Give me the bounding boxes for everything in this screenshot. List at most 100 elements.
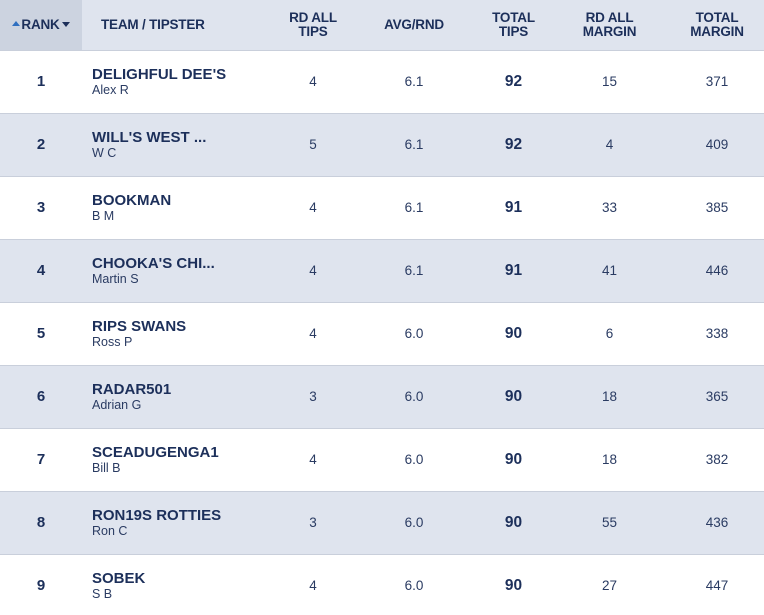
rank-column-header[interactable]: RANK: [0, 0, 82, 50]
rd-all-tips-header-line1: RD ALL: [289, 9, 337, 25]
avg-rnd-cell: 6.0: [404, 515, 424, 530]
total-tips-cell: 92: [504, 135, 523, 153]
rank-cell: 5: [36, 325, 46, 342]
team-name-link[interactable]: RIPS SWANS: [92, 317, 187, 335]
rd-all-margin-cell: 41: [601, 263, 618, 278]
rd-all-margin-cell: 27: [601, 578, 618, 594]
total-margin-cell: 409: [705, 137, 729, 152]
rd-all-margin-header-line2: MARGIN: [582, 23, 637, 39]
rank-header-label: RANK: [21, 16, 60, 32]
total-margin-column-header[interactable]: TOTAL MARGIN: [670, 0, 764, 50]
total-margin-cell: 446: [705, 263, 729, 278]
team-cell: RON19S ROTTIES Ron C: [82, 491, 276, 554]
table-row[interactable]: 7 SCEADUGENGA1 Bill B 4 6.0 90 18 382: [0, 428, 764, 491]
rd-all-tips-column-header[interactable]: RD ALL TIPS: [276, 0, 350, 50]
rank-cell: 9: [36, 577, 46, 595]
rank-cell: 6: [36, 388, 46, 405]
rd-all-tips-cell: 4: [309, 326, 317, 341]
rd-all-tips-cell: 3: [309, 515, 317, 530]
tipster-name: Bill B: [92, 460, 121, 475]
rd-all-margin-cell: 55: [601, 515, 618, 530]
rank-cell: 4: [36, 262, 46, 279]
total-tips-cell: 90: [504, 576, 523, 594]
total-tips-cell: 91: [504, 198, 523, 216]
avg-rnd-cell: 6.1: [404, 263, 424, 278]
team-name-link[interactable]: SOBEK: [92, 569, 146, 587]
tipster-name: S B: [92, 586, 113, 601]
rank-cell: 8: [36, 514, 46, 531]
avg-rnd-cell: 6.0: [404, 578, 424, 594]
team-name-link[interactable]: RADAR501: [92, 380, 172, 398]
avg-rnd-cell: 6.1: [404, 74, 424, 89]
total-tips-column-header[interactable]: TOTAL TIPS: [478, 0, 549, 50]
team-name-link[interactable]: SCEADUGENGA1: [92, 443, 219, 461]
team-name-link[interactable]: BOOKMAN: [92, 191, 172, 209]
total-margin-cell: 365: [705, 389, 729, 404]
rd-all-margin-column-header[interactable]: RD ALL MARGIN: [549, 0, 670, 50]
sort-ascending-icon: [12, 20, 21, 26]
rd-all-tips-cell: 5: [309, 137, 317, 152]
table-row[interactable]: 2 WILL'S WEST ... W C 5 6.1 92 4 409: [0, 113, 764, 176]
table-row[interactable]: 4 CHOOKA'S CHI... Martin S 4 6.1 91 41 44…: [0, 239, 764, 302]
tipster-name: Ross P: [92, 334, 133, 349]
rank-cell: 1: [36, 73, 46, 90]
tipster-name: W C: [92, 145, 117, 160]
rd-all-tips-cell: 3: [309, 389, 317, 404]
total-tips-cell: 92: [504, 72, 523, 90]
tipster-name: B M: [92, 208, 115, 223]
team-cell: WILL'S WEST ... W C: [82, 113, 276, 176]
table-row[interactable]: 5 RIPS SWANS Ross P 4 6.0 90 6 338: [0, 302, 764, 365]
total-tips-cell: 90: [504, 324, 523, 342]
rd-all-margin-cell: 33: [601, 200, 618, 215]
rd-all-tips-cell: 4: [309, 200, 317, 215]
team-name-link[interactable]: WILL'S WEST ...: [92, 128, 207, 146]
avg-rnd-cell: 6.0: [404, 452, 424, 467]
table-row[interactable]: 6 RADAR501 Adrian G 3 6.0 90 18 365: [0, 365, 764, 428]
table-row[interactable]: 3 BOOKMAN B M 4 6.1 91 33 385: [0, 176, 764, 239]
team-column-header[interactable]: TEAM / TIPSTER: [82, 0, 276, 50]
dropdown-caret-icon: [61, 21, 70, 27]
rank-cell: 2: [36, 136, 46, 153]
total-margin-cell: 338: [705, 326, 729, 341]
rd-all-margin-cell: 18: [601, 389, 618, 404]
total-tips-cell: 90: [504, 450, 523, 468]
total-margin-header-line1: TOTAL: [695, 9, 739, 25]
team-cell: BOOKMAN B M: [82, 176, 276, 239]
rd-all-margin-header-line1: RD ALL: [585, 9, 634, 25]
avg-rnd-column-header[interactable]: AVG/RND: [350, 0, 478, 50]
rd-all-margin-cell: 6: [605, 326, 614, 341]
team-cell: CHOOKA'S CHI... Martin S: [82, 239, 276, 302]
team-name-link[interactable]: CHOOKA'S CHI...: [92, 254, 215, 272]
total-tips-cell: 90: [504, 387, 523, 405]
team-header-label: TEAM / TIPSTER: [101, 16, 205, 32]
rank-cell: 7: [36, 451, 46, 468]
team-name-link[interactable]: DELIGHFUL DEE'S: [92, 65, 227, 83]
table-row[interactable]: 8 RON19S ROTTIES Ron C 3 6.0 90 55 436: [0, 491, 764, 554]
tipster-name: Ron C: [92, 523, 128, 538]
total-tips-cell: 90: [504, 513, 523, 531]
team-cell: RIPS SWANS Ross P: [82, 302, 276, 365]
total-margin-cell: 385: [705, 200, 729, 215]
total-margin-cell: 436: [705, 515, 729, 530]
avg-rnd-cell: 6.1: [404, 200, 424, 215]
rd-all-tips-cell: 4: [309, 74, 317, 89]
total-margin-cell: 382: [705, 452, 729, 467]
total-margin-cell: 371: [705, 74, 729, 89]
total-margin-header-line2: MARGIN: [690, 23, 744, 39]
team-cell: SCEADUGENGA1 Bill B: [82, 428, 276, 491]
tipster-name: Adrian G: [92, 397, 142, 412]
header-row: RANK TEAM / TIPSTER RD ALL TIPS AVG/RND T…: [0, 0, 764, 50]
rd-all-margin-cell: 15: [601, 74, 618, 89]
avg-rnd-header-label: AVG/RND: [384, 16, 444, 32]
rd-all-tips-header-line2: TIPS: [298, 23, 328, 39]
tipster-name: Alex R: [92, 82, 129, 97]
avg-rnd-cell: 6.0: [404, 326, 424, 341]
avg-rnd-cell: 6.0: [404, 389, 424, 404]
table-row[interactable]: 9 SOBEK S B 4 6.0 90 27 447: [0, 554, 764, 615]
team-name-link[interactable]: RON19S ROTTIES: [92, 506, 222, 524]
rd-all-tips-cell: 4: [309, 578, 317, 594]
table-row[interactable]: 1 DELIGHFUL DEE'S Alex R 4 6.1 92 15 371: [0, 50, 764, 113]
rank-cell: 3: [36, 199, 46, 216]
team-cell: DELIGHFUL DEE'S Alex R: [82, 50, 276, 113]
team-cell: RADAR501 Adrian G: [82, 365, 276, 428]
